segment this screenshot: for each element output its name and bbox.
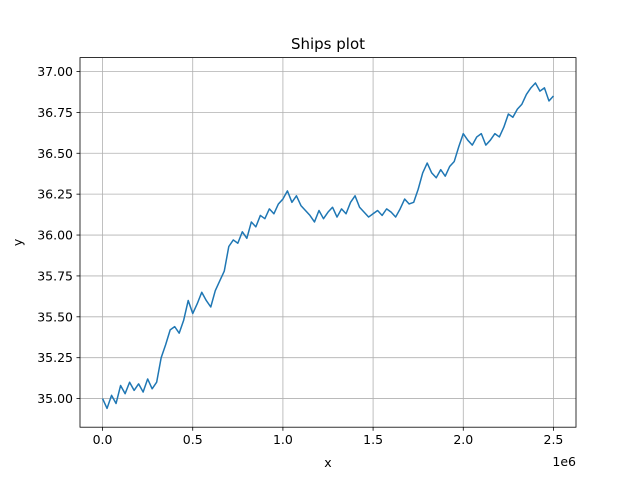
axes-frame bbox=[79, 57, 577, 428]
x-axis-offset-label: 1e6 bbox=[552, 454, 576, 469]
y-axis-ticks: 35.00 35.25 35.50 35.75 36.00 36.25 36.50 36.75… bbox=[37, 64, 80, 406]
x-tick-label: 0.5 bbox=[183, 432, 203, 447]
x-tick-label: 1.0 bbox=[273, 432, 293, 447]
x-axis-label: x bbox=[324, 455, 331, 470]
plot-area bbox=[80, 57, 576, 428]
chart-title: Ships plot bbox=[291, 35, 365, 53]
y-tick-label: 36.25 bbox=[37, 187, 73, 202]
x-tick-label: 1.5 bbox=[363, 432, 383, 447]
x-tick-label: 2.5 bbox=[544, 432, 564, 447]
x-axis-ticks: 0.0 0.5 1.0 1.5 2.0 2.5 bbox=[93, 427, 564, 447]
grid bbox=[80, 57, 576, 428]
y-tick-label: 36.50 bbox=[37, 146, 73, 161]
y-tick-label: 36.00 bbox=[37, 228, 73, 243]
y-tick-label: 35.00 bbox=[37, 391, 73, 406]
series-line bbox=[101, 82, 555, 410]
y-tick-label: 35.50 bbox=[37, 309, 73, 324]
y-tick-label: 35.75 bbox=[37, 268, 73, 283]
x-tick-label: 2.0 bbox=[453, 432, 473, 447]
y-tick-label: 37.00 bbox=[37, 64, 73, 79]
y-tick-label: 36.75 bbox=[37, 105, 73, 120]
data-lines bbox=[101, 82, 555, 410]
y-tick-label: 35.25 bbox=[37, 350, 73, 365]
x-tick-label: 0.0 bbox=[93, 432, 113, 447]
y-axis-label: y bbox=[10, 238, 25, 246]
